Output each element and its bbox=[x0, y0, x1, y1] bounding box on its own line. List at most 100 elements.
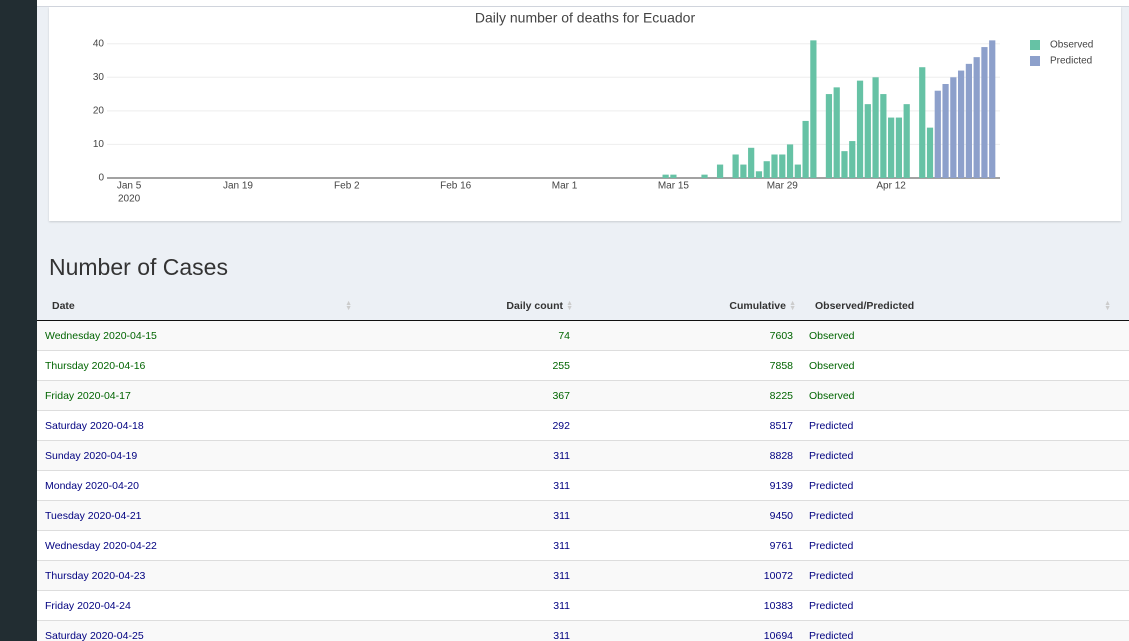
y-tick-label: 20 bbox=[93, 105, 105, 116]
bar bbox=[748, 147, 755, 178]
legend-label: Predicted bbox=[1050, 56, 1092, 67]
table-cell: 7603 bbox=[577, 320, 800, 351]
table-cell: Predicted bbox=[800, 560, 1129, 591]
bar bbox=[942, 84, 949, 178]
table-row: Thursday 2020-04-23 311 10072 Predicted bbox=[37, 560, 1129, 591]
table-cell: Observed bbox=[800, 350, 1129, 381]
bar bbox=[771, 154, 778, 178]
bar bbox=[755, 171, 763, 178]
table-cell: Observed bbox=[800, 380, 1129, 411]
bar bbox=[732, 154, 739, 178]
x-tick-label: Jan 19 bbox=[223, 181, 253, 192]
x-tick-label: Feb 2 bbox=[334, 181, 360, 192]
table-cell: Observed bbox=[800, 320, 1129, 351]
table-cell: 311 bbox=[370, 440, 577, 471]
bar bbox=[779, 154, 786, 178]
table-cell: 9450 bbox=[577, 500, 800, 531]
bar bbox=[841, 151, 848, 178]
y-tick-label: 10 bbox=[93, 139, 105, 150]
bar bbox=[965, 63, 973, 178]
table-cell: Tuesday 2020-04-21 bbox=[37, 500, 370, 531]
bar bbox=[856, 80, 864, 178]
table-cell: Predicted bbox=[800, 620, 1129, 641]
column-header[interactable]: Observed/Predicted ▲ ▼ bbox=[800, 292, 1129, 321]
table-row: Sunday 2020-04-19 311 8828 Predicted bbox=[37, 440, 1129, 471]
table-cell: 311 bbox=[370, 530, 577, 561]
table-cell: 9761 bbox=[577, 530, 800, 561]
table-cell: Saturday 2020-04-18 bbox=[37, 410, 370, 441]
sort-icon: ▲ ▼ bbox=[1104, 300, 1111, 312]
column-header-text: Daily count bbox=[506, 300, 563, 312]
column-header-text: Cumulative bbox=[729, 300, 786, 312]
x-tick-label: Feb 16 bbox=[440, 181, 472, 192]
table-cell: 10694 bbox=[577, 620, 800, 641]
bar bbox=[833, 87, 840, 178]
table-cell: 8828 bbox=[577, 440, 800, 471]
table-cell: Wednesday 2020-04-22 bbox=[37, 530, 370, 561]
table-cell: Predicted bbox=[800, 470, 1129, 501]
cases-table: Date ▲ ▼ Daily count ▲ ▼ Cumulative ▲ ▼ Observed/… bbox=[37, 292, 1129, 641]
table-cell: 255 bbox=[370, 350, 577, 381]
table-cell: 311 bbox=[370, 500, 577, 531]
table-cell: 311 bbox=[370, 590, 577, 621]
y-tick-label: 0 bbox=[98, 173, 104, 184]
table-cell: Friday 2020-04-17 bbox=[37, 380, 370, 411]
table-cell: Friday 2020-04-24 bbox=[37, 590, 370, 621]
legend-swatch bbox=[1030, 40, 1040, 50]
table-cell: 8225 bbox=[577, 380, 800, 411]
table-cell: 311 bbox=[370, 470, 577, 501]
table-cell: Monday 2020-04-20 bbox=[37, 470, 370, 501]
bar bbox=[888, 117, 895, 178]
table-cell: Sunday 2020-04-19 bbox=[37, 440, 370, 471]
x-tick-label: Mar 29 bbox=[767, 181, 799, 192]
x-tick-label: Apr 12 bbox=[876, 181, 906, 192]
bar bbox=[926, 127, 934, 178]
y-tick-label: 40 bbox=[93, 38, 105, 49]
bar bbox=[810, 40, 817, 178]
bar bbox=[825, 94, 833, 178]
section-heading: Number of Cases bbox=[49, 254, 228, 280]
header-row: Date ▲ ▼ Daily count ▲ ▼ Cumulative ▲ ▼ Observed/… bbox=[37, 292, 1129, 321]
table-cell: 367 bbox=[370, 380, 577, 411]
table-cell: 10072 bbox=[577, 560, 800, 591]
bar bbox=[958, 70, 965, 178]
table-cell: 9139 bbox=[577, 470, 800, 501]
bar bbox=[934, 90, 941, 178]
table-cell: Predicted bbox=[800, 530, 1129, 561]
bar bbox=[802, 120, 809, 178]
table-row: Tuesday 2020-04-21 311 9450 Predicted bbox=[37, 500, 1129, 531]
sort-icon: ▲ ▼ bbox=[789, 300, 796, 312]
bar bbox=[794, 164, 801, 178]
bar bbox=[903, 104, 910, 178]
sidebar bbox=[0, 0, 37, 641]
table-cell: Predicted bbox=[800, 440, 1129, 471]
table-cell: Saturday 2020-04-25 bbox=[37, 620, 370, 641]
column-header[interactable]: Daily count ▲ ▼ bbox=[370, 292, 577, 321]
table-row: Saturday 2020-04-18 292 8517 Predicted bbox=[37, 410, 1129, 441]
table-row: Friday 2020-04-24 311 10383 Predicted bbox=[37, 590, 1129, 621]
table-row: Saturday 2020-04-25 311 10694 Predicted bbox=[37, 620, 1129, 641]
chart: Daily number of deaths for Ecuador 0 10 20… bbox=[93, 10, 1093, 205]
column-header-text: Observed/Predicted bbox=[815, 300, 915, 312]
bar bbox=[763, 161, 770, 178]
column-header[interactable]: Date ▲ ▼ bbox=[37, 292, 370, 321]
y-tick-label: 30 bbox=[93, 72, 105, 83]
table-cell: Thursday 2020-04-16 bbox=[37, 350, 370, 381]
legend-swatch bbox=[1030, 56, 1040, 66]
table-cell: 292 bbox=[370, 410, 577, 441]
table-row: Friday 2020-04-17 367 8225 Observed bbox=[37, 380, 1129, 411]
table-cell: Thursday 2020-04-23 bbox=[37, 560, 370, 591]
table-body: Wednesday 2020-04-15 74 7603 Observed Thursd… bbox=[37, 320, 1129, 641]
chart-card: Daily number of deaths for Ecuador 0 10 20… bbox=[49, 7, 1121, 221]
table-row: Thursday 2020-04-16 255 7858 Observed bbox=[37, 350, 1129, 381]
chart-title: Daily number of deaths for Ecuador bbox=[475, 10, 696, 26]
table-cell: Predicted bbox=[800, 590, 1129, 621]
bar bbox=[701, 174, 708, 178]
x-tick-label: Mar 1 bbox=[552, 181, 578, 192]
table-cell: 10383 bbox=[577, 590, 800, 621]
bar bbox=[716, 164, 724, 178]
sort-icon: ▲ ▼ bbox=[566, 300, 573, 312]
bar bbox=[981, 47, 988, 179]
column-header[interactable]: Cumulative ▲ ▼ bbox=[577, 292, 800, 321]
table-row: Wednesday 2020-04-22 311 9761 Predicted bbox=[37, 530, 1129, 561]
